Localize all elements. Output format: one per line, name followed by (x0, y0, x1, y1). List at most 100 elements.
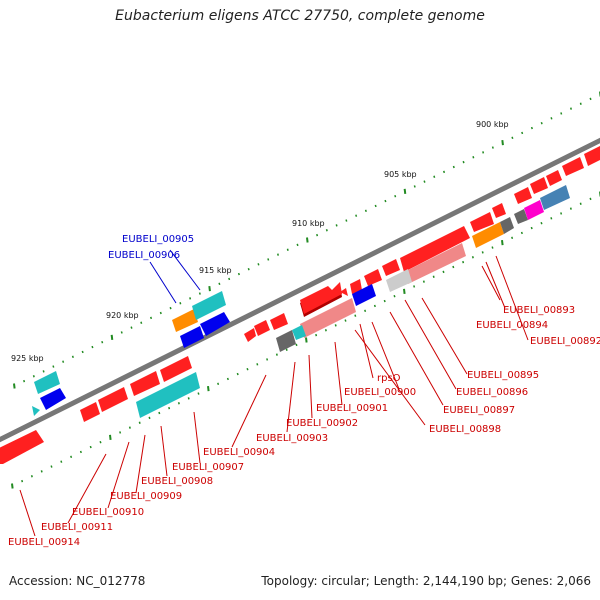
scale-tick-minor (383, 299, 386, 303)
scale-tick-minor (393, 294, 396, 298)
scale-tick-minor (511, 236, 514, 240)
label-eubeli-00903: EUBELI_00903 (256, 433, 328, 444)
scale-tick-minor (452, 165, 455, 169)
scale-tick-minor (569, 107, 573, 110)
scale-tick-minor (71, 355, 74, 359)
label-eubeli-00893: EUBELI_00893 (503, 305, 575, 316)
scale-tick-minor (560, 212, 563, 215)
scale-tick-minor (50, 465, 53, 468)
scale-tick-minor (256, 363, 259, 366)
scale-tick-minor (472, 156, 475, 159)
scale-tick-minor (60, 460, 63, 463)
scale-tick-minor (520, 231, 523, 235)
scale-label-910: 910 kbp (292, 219, 325, 228)
scale-tick-minor (384, 199, 387, 203)
scale-tick-minor (443, 170, 446, 174)
label-eubeli-00907: EUBELI_00907 (172, 462, 244, 473)
label-eubeli-00895: EUBELI_00895 (467, 370, 539, 381)
scale-tick-minor (334, 324, 337, 327)
label-eubeli-00909: EUBELI_00909 (110, 491, 182, 502)
scale-tick-minor (589, 197, 592, 201)
scale-tick-major (501, 240, 504, 246)
scale-tick-major (306, 237, 309, 243)
leader-lines-upper (149, 249, 201, 304)
scale-tick-minor (32, 375, 35, 378)
scale-tick-minor (432, 275, 435, 278)
scale-label-915: 915 kbp (199, 266, 232, 275)
scale-tick-minor (373, 304, 376, 308)
scale-tick-minor (42, 370, 45, 373)
label-eubeli-00914: EUBELI_00914 (8, 537, 80, 548)
scale-tick-minor (315, 333, 318, 337)
scale-tick-minor (355, 214, 358, 217)
scale-tick-minor (130, 326, 133, 329)
scale-tick-minor (324, 329, 327, 332)
scale-tick-minor (433, 175, 436, 178)
scale-tick-minor (120, 331, 123, 334)
scale-tick-minor (40, 470, 43, 473)
scale-tick-minor (422, 280, 425, 283)
scale-tick-minor (540, 121, 543, 125)
label-eubeli-00900: EUBELI_00900 (344, 387, 416, 398)
label-eubeli-00894: EUBELI_00894 (476, 320, 548, 331)
scale-tick-minor (101, 340, 104, 344)
scale-tick-minor (462, 260, 465, 264)
scale-tick-minor (226, 377, 229, 381)
scale-tick-major (11, 483, 14, 489)
scale-tick-minor (187, 397, 190, 400)
scale-tick-minor (228, 277, 231, 281)
map-title: Eubacterium eligens ATCC 27750, complete… (115, 8, 485, 24)
scale-tick-minor (423, 180, 426, 183)
scale-tick-minor (62, 360, 65, 363)
scale-tick-minor (23, 379, 26, 383)
scale-tick-minor (119, 431, 122, 434)
label-eubeli-00897: EUBELI_00897 (443, 405, 515, 416)
scale-tick-minor (128, 426, 131, 429)
scale-tick-minor (452, 265, 455, 269)
scale-tick-minor (364, 209, 367, 213)
scale-tick-minor (482, 151, 485, 154)
scale-tick-minor (267, 258, 270, 261)
scale-tick-minor (354, 314, 357, 317)
scale-tick-minor (236, 372, 239, 376)
scale-tick-minor (158, 411, 161, 415)
scale-tick-minor (511, 136, 514, 140)
scale-tick-minor (189, 297, 192, 300)
label-eubeli-00901: EUBELI_00901 (316, 403, 388, 414)
scale-tick-major (403, 188, 407, 194)
label-eubeli-00908: EUBELI_00908 (141, 476, 213, 487)
scale-tick-minor (237, 272, 240, 276)
label-rpso: rpsO (377, 373, 401, 384)
label-eubeli-00906: EUBELI_00906 (108, 250, 180, 261)
scale-tick-minor (325, 229, 328, 232)
label-eubeli-00896: EUBELI_00896 (456, 387, 528, 398)
labels-lower: EUBELI_00893 EUBELI_00894 EUBELI_00892 E… (8, 305, 600, 548)
scale-tick-minor (266, 358, 269, 361)
scale-tick-minor (150, 316, 153, 320)
scale-tick-major (110, 334, 114, 340)
scale-tick-minor (374, 204, 377, 208)
scale-tick-minor (257, 263, 260, 266)
scale-tick-minor (70, 455, 73, 459)
scale-tick-minor (364, 309, 367, 313)
scale-tick-minor (394, 194, 397, 198)
scale-tick-minor (335, 224, 338, 227)
scale-tick-minor (99, 440, 102, 444)
scale-tick-minor (276, 253, 280, 256)
scale-tick-minor (530, 226, 533, 230)
scale-tick-minor (30, 475, 33, 478)
scale-tick-minor (569, 207, 572, 210)
scale-tick-minor (177, 402, 180, 405)
scale-tick-minor (52, 365, 55, 368)
genes-forward-strand (0, 146, 600, 464)
label-eubeli-00905: EUBELI_00905 (122, 234, 194, 245)
scale-tick-minor (589, 97, 592, 101)
scale-tick-major (207, 386, 210, 392)
scale-tick-minor (579, 202, 582, 205)
scale-tick-minor (550, 117, 553, 120)
label-eubeli-00898: EUBELI_00898 (429, 424, 501, 435)
scale-tick-major (13, 383, 16, 389)
scale-tick-major (208, 286, 211, 292)
scale-label-920: 920 kbp (106, 311, 139, 320)
